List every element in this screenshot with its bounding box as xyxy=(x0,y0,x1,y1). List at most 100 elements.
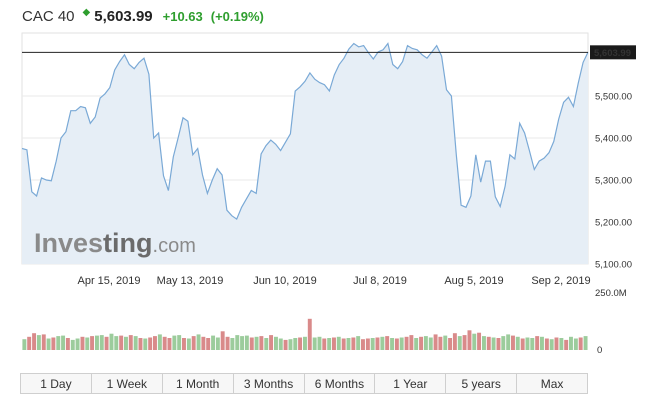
volume-bar xyxy=(375,337,380,350)
volume-bar xyxy=(351,337,356,350)
volume-bar xyxy=(225,336,230,350)
volume-bar xyxy=(559,338,564,350)
y-axis-ticks: 5,500.00 5,400.00 5,300.00 5,200.00 5,100.00 xyxy=(595,92,632,271)
volume-bar xyxy=(414,338,419,350)
tab-1-month[interactable]: 1 Month xyxy=(162,374,234,393)
volume-bar xyxy=(61,335,66,350)
volume-bar xyxy=(457,336,462,350)
volume-zero-label: 0 xyxy=(597,345,602,356)
current-price-label: 5,603.99 xyxy=(590,45,636,60)
current-price-text: 5,603.99 xyxy=(594,48,631,59)
volume-bar xyxy=(27,336,32,350)
volume-bar xyxy=(109,333,114,350)
volume-bar xyxy=(332,337,336,350)
volume-bar xyxy=(336,336,341,350)
volume-bar xyxy=(41,334,46,350)
volume-bar xyxy=(182,338,186,350)
volume-bar xyxy=(148,337,153,350)
volume-bar xyxy=(322,338,327,350)
watermark-part1: Inves xyxy=(34,228,103,258)
x-axis-ticks: Apr 15, 2019 May 13, 2019 Jun 10, 2019 Jul … xyxy=(78,275,591,287)
volume-bars xyxy=(22,318,588,350)
volume-bar xyxy=(288,339,293,350)
tab-5-years[interactable]: 5 years xyxy=(446,374,518,393)
tab-3-months[interactable]: 3 Months xyxy=(233,374,305,393)
volume-bar xyxy=(153,336,157,350)
y-tick-label: 5,300.00 xyxy=(595,176,632,187)
volume-bar xyxy=(32,333,37,350)
volume-bar xyxy=(520,338,525,350)
x-tick-label: Apr 15, 2019 xyxy=(78,275,141,287)
volume-bar xyxy=(443,335,448,350)
volume-bar xyxy=(491,337,496,350)
volume-bar xyxy=(501,336,506,350)
volume-bar xyxy=(157,334,162,350)
x-tick-label: Aug 5, 2019 xyxy=(444,275,503,287)
volume-bar xyxy=(365,338,370,350)
volume-bar xyxy=(346,338,351,350)
volume-bar xyxy=(70,339,75,350)
index-symbol: CAC 40 xyxy=(22,7,75,25)
volume-bar xyxy=(312,337,317,350)
volume-bar xyxy=(104,336,109,350)
volume-bar xyxy=(90,336,95,350)
volume-bar xyxy=(124,336,128,350)
volume-bar xyxy=(385,336,390,350)
volume-bar xyxy=(549,339,554,350)
volume-bar xyxy=(530,338,535,350)
volume-bar xyxy=(327,338,332,350)
volume-bar xyxy=(317,336,322,350)
volume-bar xyxy=(278,338,283,350)
volume-max-label: 250.0M xyxy=(595,288,627,299)
x-tick-label: Jul 8, 2019 xyxy=(353,275,407,287)
volume-bar xyxy=(249,337,254,350)
volume-bar xyxy=(554,337,559,350)
volume-bar xyxy=(162,336,167,350)
volume-bar xyxy=(283,339,288,350)
volume-bar xyxy=(515,336,520,350)
volume-bar xyxy=(22,339,27,350)
volume-bar xyxy=(535,336,540,350)
volume-bar xyxy=(264,338,269,350)
volume-bar xyxy=(99,335,104,350)
volume-bar xyxy=(472,333,477,350)
volume-bar xyxy=(244,335,249,350)
tab-max[interactable]: Max xyxy=(517,374,587,393)
volume-bar xyxy=(390,338,395,350)
volume-bar xyxy=(65,338,70,350)
price-chart[interactable]: Investing.com 5,603.99 5,500.00 5,400.00 5… xyxy=(0,0,666,372)
volume-bar xyxy=(404,336,409,350)
volume-bar xyxy=(540,336,544,350)
volume-bar xyxy=(361,339,365,350)
volume-bar xyxy=(95,335,99,350)
tab-1-year[interactable]: 1 Year xyxy=(375,374,447,393)
watermark-part3: .com xyxy=(153,235,196,257)
tab-1-day[interactable]: 1 Day xyxy=(21,374,92,393)
volume-bar xyxy=(477,332,482,350)
volume-bar xyxy=(51,337,56,350)
time-range-tabs: 1 Day 1 Week 1 Month 3 Months 6 Months 1… xyxy=(20,373,588,394)
volume-bar xyxy=(274,336,278,350)
y-tick-label: 5,500.00 xyxy=(595,92,632,103)
volume-bar xyxy=(167,338,172,350)
tab-6-months[interactable]: 6 Months xyxy=(304,374,376,393)
price-change-percent: (+0.19%) xyxy=(210,8,264,24)
volume-bar xyxy=(356,336,361,350)
volume-bar xyxy=(525,337,530,350)
volume-bar xyxy=(269,335,274,350)
quote-header: CAC 40 ◆ 5,603.99 +10.63 (+0.19%) xyxy=(22,6,264,26)
up-arrow-icon: ◆ xyxy=(82,6,91,18)
volume-bar xyxy=(293,338,298,350)
volume-bar xyxy=(133,336,138,350)
volume-bar xyxy=(409,335,414,350)
volume-bar xyxy=(419,336,424,350)
volume-bar xyxy=(75,338,80,350)
watermark-part2: ting xyxy=(103,228,152,258)
tab-1-week[interactable]: 1 Week xyxy=(91,374,163,393)
y-tick-label: 5,400.00 xyxy=(595,134,632,145)
volume-bar xyxy=(438,336,443,350)
y-tick-label: 5,100.00 xyxy=(595,260,632,271)
volume-bar xyxy=(578,337,583,350)
volume-bar xyxy=(191,336,196,350)
volume-bar xyxy=(240,336,245,350)
